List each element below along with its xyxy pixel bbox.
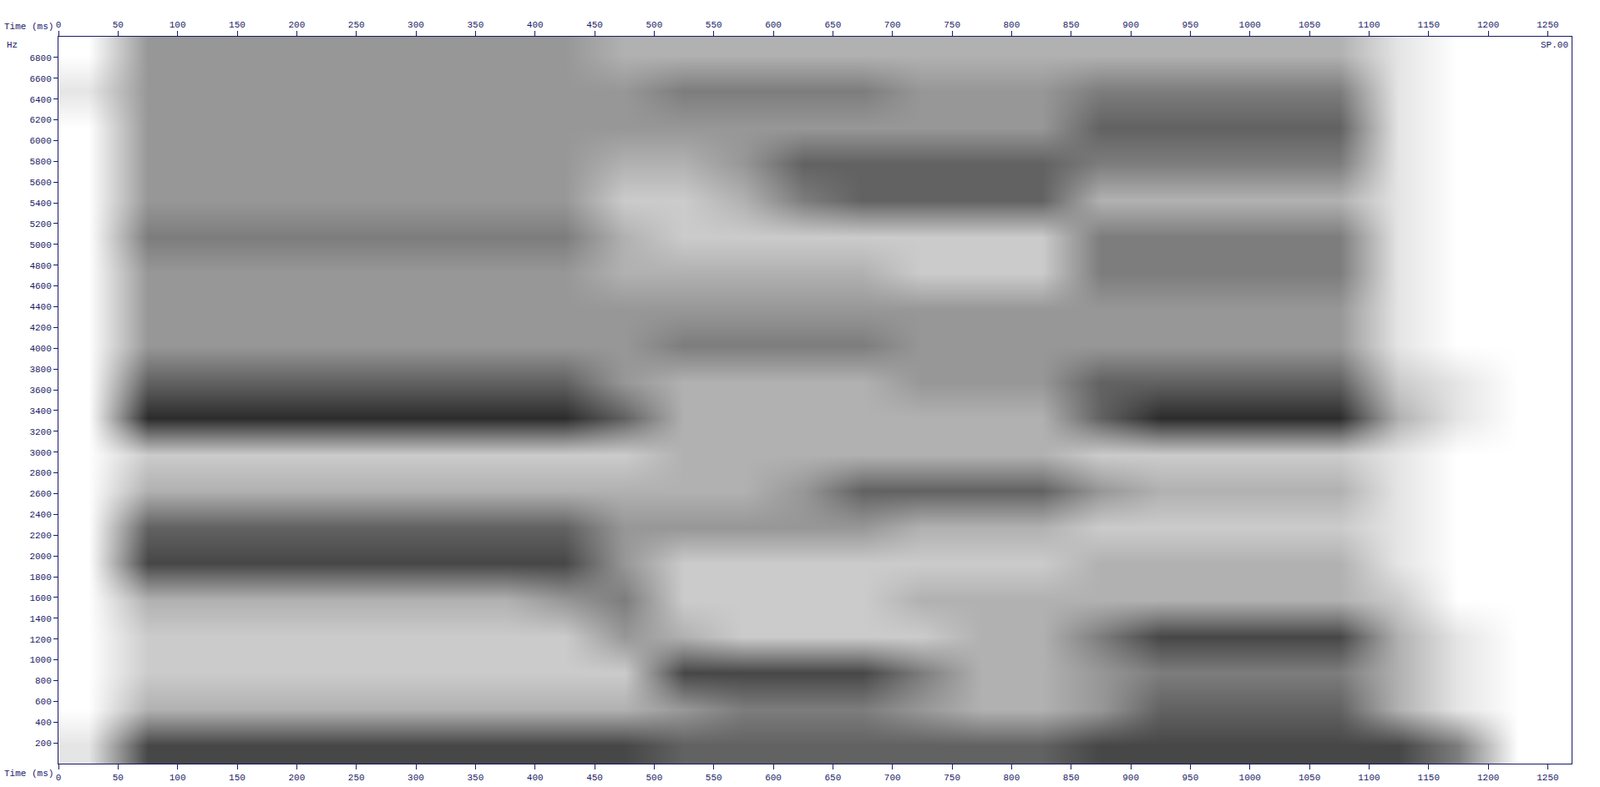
svg-text:1200: 1200 bbox=[1477, 20, 1499, 31]
svg-text:850: 850 bbox=[1063, 20, 1080, 31]
svg-text:5200: 5200 bbox=[29, 219, 51, 230]
svg-text:800: 800 bbox=[35, 676, 52, 687]
svg-text:1100: 1100 bbox=[1357, 773, 1380, 784]
svg-text:700: 700 bbox=[884, 773, 902, 784]
svg-text:1600: 1600 bbox=[29, 593, 51, 604]
svg-text:950: 950 bbox=[1182, 20, 1200, 31]
svg-text:2000: 2000 bbox=[29, 551, 51, 563]
svg-text:250: 250 bbox=[348, 20, 365, 31]
svg-text:700: 700 bbox=[884, 20, 902, 31]
svg-text:600: 600 bbox=[764, 20, 782, 31]
svg-text:1000: 1000 bbox=[1239, 773, 1261, 784]
svg-text:500: 500 bbox=[645, 773, 663, 784]
svg-text:450: 450 bbox=[586, 20, 603, 31]
svg-text:6200: 6200 bbox=[29, 115, 51, 126]
svg-text:Time (ms): Time (ms) bbox=[4, 769, 54, 780]
svg-text:3200: 3200 bbox=[29, 427, 51, 438]
svg-text:600: 600 bbox=[35, 697, 52, 708]
svg-text:1050: 1050 bbox=[1298, 773, 1321, 784]
svg-text:4200: 4200 bbox=[29, 323, 51, 334]
svg-text:0: 0 bbox=[55, 20, 62, 31]
svg-text:850: 850 bbox=[1063, 773, 1080, 784]
svg-text:6800: 6800 bbox=[29, 53, 51, 64]
svg-text:5000: 5000 bbox=[29, 240, 51, 251]
svg-text:2200: 2200 bbox=[29, 531, 51, 542]
svg-text:350: 350 bbox=[466, 773, 484, 784]
svg-text:6600: 6600 bbox=[29, 74, 51, 85]
svg-text:550: 550 bbox=[705, 773, 723, 784]
svg-text:200: 200 bbox=[288, 773, 305, 784]
svg-text:150: 150 bbox=[228, 773, 246, 784]
svg-text:100: 100 bbox=[169, 773, 187, 784]
svg-text:600: 600 bbox=[764, 773, 782, 784]
svg-text:200: 200 bbox=[35, 739, 52, 750]
svg-text:550: 550 bbox=[705, 20, 723, 31]
svg-text:1250: 1250 bbox=[1536, 20, 1559, 31]
svg-text:400: 400 bbox=[526, 20, 544, 31]
svg-text:750: 750 bbox=[943, 20, 961, 31]
svg-text:1200: 1200 bbox=[1477, 773, 1499, 784]
svg-text:400: 400 bbox=[35, 718, 52, 729]
svg-text:2600: 2600 bbox=[29, 489, 51, 500]
svg-text:1200: 1200 bbox=[29, 635, 51, 646]
svg-text:3000: 3000 bbox=[29, 448, 51, 459]
svg-text:800: 800 bbox=[1003, 773, 1021, 784]
svg-text:2400: 2400 bbox=[29, 510, 51, 521]
svg-text:4800: 4800 bbox=[29, 261, 51, 272]
svg-text:250: 250 bbox=[348, 773, 365, 784]
svg-text:4400: 4400 bbox=[29, 302, 51, 313]
svg-text:1000: 1000 bbox=[29, 655, 51, 666]
svg-text:1150: 1150 bbox=[1417, 20, 1440, 31]
svg-text:1250: 1250 bbox=[1536, 773, 1559, 784]
svg-text:500: 500 bbox=[645, 20, 663, 31]
svg-text:3800: 3800 bbox=[29, 364, 51, 375]
svg-text:950: 950 bbox=[1182, 773, 1200, 784]
svg-text:4000: 4000 bbox=[29, 344, 51, 355]
svg-text:1150: 1150 bbox=[1417, 773, 1440, 784]
svg-text:300: 300 bbox=[407, 773, 425, 784]
svg-text:350: 350 bbox=[466, 20, 484, 31]
svg-text:150: 150 bbox=[228, 20, 246, 31]
svg-text:3400: 3400 bbox=[29, 406, 51, 417]
svg-text:5800: 5800 bbox=[29, 156, 51, 168]
svg-text:4600: 4600 bbox=[29, 281, 51, 292]
svg-text:1000: 1000 bbox=[1239, 20, 1261, 31]
svg-text:650: 650 bbox=[824, 773, 841, 784]
svg-text:900: 900 bbox=[1122, 773, 1140, 784]
svg-text:100: 100 bbox=[169, 20, 187, 31]
svg-text:5400: 5400 bbox=[29, 198, 51, 209]
svg-text:1050: 1050 bbox=[1298, 20, 1321, 31]
svg-text:5600: 5600 bbox=[29, 177, 51, 188]
svg-text:400: 400 bbox=[526, 773, 544, 784]
svg-text:50: 50 bbox=[112, 773, 124, 784]
svg-text:Hz: Hz bbox=[6, 40, 18, 51]
svg-text:3600: 3600 bbox=[29, 385, 51, 396]
svg-text:2800: 2800 bbox=[29, 468, 51, 479]
svg-text:1100: 1100 bbox=[1357, 20, 1380, 31]
svg-text:650: 650 bbox=[824, 20, 841, 31]
svg-text:900: 900 bbox=[1122, 20, 1140, 31]
svg-text:450: 450 bbox=[586, 773, 603, 784]
svg-text:0: 0 bbox=[55, 773, 62, 784]
svg-text:Time (ms): Time (ms) bbox=[4, 21, 54, 32]
svg-text:800: 800 bbox=[1003, 20, 1021, 31]
svg-text:SP.00: SP.00 bbox=[1540, 40, 1569, 51]
svg-text:6000: 6000 bbox=[29, 136, 51, 147]
svg-text:1800: 1800 bbox=[29, 572, 51, 583]
svg-text:6400: 6400 bbox=[29, 95, 51, 106]
svg-text:1400: 1400 bbox=[29, 614, 51, 625]
svg-text:200: 200 bbox=[288, 20, 305, 31]
svg-text:300: 300 bbox=[407, 20, 425, 31]
svg-text:50: 50 bbox=[112, 20, 124, 31]
svg-text:750: 750 bbox=[943, 773, 961, 784]
